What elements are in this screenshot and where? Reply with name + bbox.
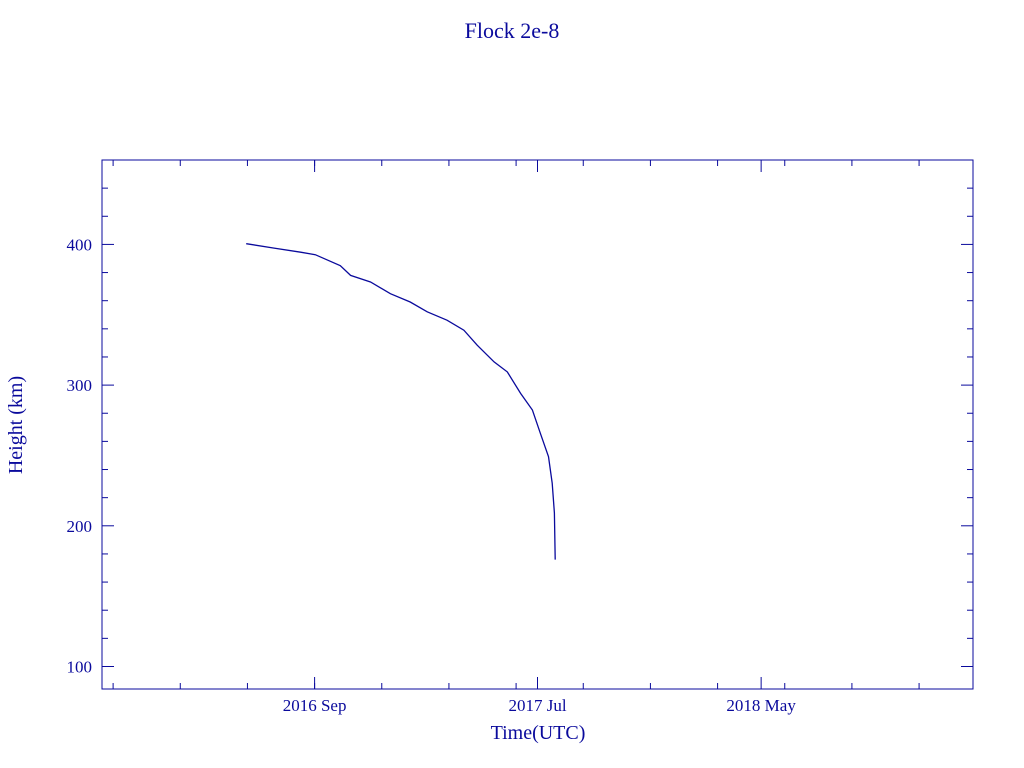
y-tick-label: 300 xyxy=(67,376,93,395)
y-tick-label: 400 xyxy=(67,235,93,254)
y-tick-label: 200 xyxy=(67,517,93,536)
y-tick-label: 100 xyxy=(67,657,93,676)
series-line xyxy=(246,243,556,560)
x-tick-label: 2016 Sep xyxy=(283,696,347,715)
x-axis-label: Time(UTC) xyxy=(491,722,586,744)
y-axis-label: Height (km) xyxy=(5,376,27,474)
x-tick-label: 2018 May xyxy=(726,696,796,715)
x-tick-label: 2017 Jul xyxy=(508,696,566,715)
chart-title: Flock 2e-8 xyxy=(465,18,560,43)
